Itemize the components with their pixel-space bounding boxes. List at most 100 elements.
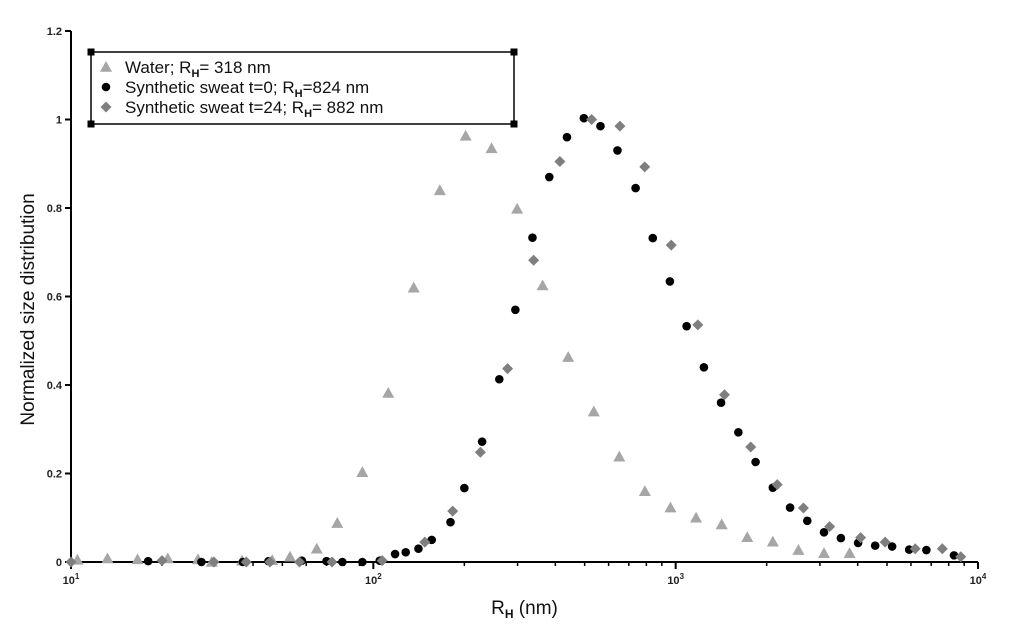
data-point bbox=[326, 556, 338, 568]
data-point bbox=[665, 239, 677, 251]
x-tick-label: 102 bbox=[365, 572, 382, 587]
data-point bbox=[690, 511, 703, 523]
legend-label: Synthetic sweat t=0; RH=824 nm bbox=[125, 78, 369, 100]
data-point bbox=[477, 437, 487, 446]
data-point bbox=[586, 114, 598, 125]
data-point bbox=[446, 517, 455, 527]
data-point bbox=[208, 556, 220, 568]
data-point bbox=[692, 319, 704, 331]
legend-marker bbox=[100, 101, 112, 113]
data-point bbox=[715, 518, 728, 530]
data-point bbox=[909, 543, 921, 555]
data-point bbox=[197, 557, 206, 567]
x-axis-title: RH (nm) bbox=[491, 598, 558, 621]
data-point bbox=[922, 545, 931, 555]
data-point bbox=[614, 120, 626, 132]
data-point bbox=[639, 161, 651, 173]
series-1 bbox=[143, 113, 959, 567]
data-point bbox=[401, 547, 411, 557]
data-point bbox=[447, 505, 459, 517]
data-point bbox=[596, 121, 605, 131]
data-point bbox=[682, 321, 691, 331]
data-point bbox=[240, 556, 252, 568]
data-point bbox=[407, 281, 420, 293]
data-point bbox=[716, 398, 726, 408]
data-point bbox=[579, 113, 589, 123]
data-point bbox=[264, 556, 276, 568]
data-point bbox=[664, 501, 677, 513]
data-point bbox=[485, 142, 498, 154]
data-point bbox=[785, 503, 795, 512]
data-point bbox=[338, 557, 347, 567]
data-point bbox=[766, 535, 779, 547]
data-point bbox=[545, 172, 554, 182]
data-point bbox=[824, 521, 836, 533]
data-point bbox=[819, 528, 829, 537]
data-point bbox=[156, 555, 168, 567]
data-point bbox=[131, 553, 144, 565]
data-point bbox=[631, 183, 640, 193]
legend-label: Water; RH= 318 nm bbox=[125, 58, 271, 80]
data-point bbox=[294, 556, 306, 568]
data-point bbox=[310, 542, 323, 554]
y-tick-label: 0 bbox=[56, 557, 62, 569]
data-point bbox=[331, 517, 344, 528]
y-tick-label: 0.6 bbox=[47, 292, 62, 304]
data-point bbox=[474, 446, 486, 458]
data-point bbox=[356, 466, 369, 477]
data-point bbox=[638, 485, 651, 496]
data-point bbox=[511, 202, 524, 214]
data-point bbox=[502, 363, 514, 375]
y-tick-label: 1 bbox=[56, 115, 62, 127]
x-tick-label: 101 bbox=[63, 572, 80, 587]
data-point bbox=[433, 184, 446, 196]
legend-handle bbox=[510, 48, 518, 56]
data-point bbox=[745, 441, 757, 453]
legend-marker bbox=[101, 82, 111, 92]
x-tick-label: 103 bbox=[667, 572, 684, 587]
data-point bbox=[536, 279, 549, 291]
data-point bbox=[818, 547, 831, 558]
data-point bbox=[613, 450, 626, 462]
data-point bbox=[528, 233, 537, 242]
y-tick-label: 0.2 bbox=[47, 469, 62, 481]
data-point bbox=[955, 551, 967, 563]
data-point bbox=[382, 386, 395, 398]
data-point bbox=[665, 277, 675, 286]
data-point bbox=[836, 533, 846, 543]
data-point bbox=[936, 543, 948, 555]
legend-label: Synthetic sweat t=24; RH= 882 nm bbox=[125, 98, 383, 120]
legend-box bbox=[90, 51, 515, 125]
data-point bbox=[699, 363, 709, 372]
data-point bbox=[587, 405, 600, 417]
y-axis-title: Normalized size distribution bbox=[18, 193, 39, 425]
data-point bbox=[771, 479, 783, 491]
series-0 bbox=[71, 129, 856, 567]
data-points bbox=[65, 113, 967, 568]
legend-handle bbox=[510, 120, 518, 128]
y-tick-label: 1.2 bbox=[47, 26, 62, 38]
data-point bbox=[797, 502, 809, 514]
data-point bbox=[414, 544, 423, 554]
data-point bbox=[528, 254, 540, 266]
y-tick-label: 0.4 bbox=[47, 380, 63, 392]
data-point bbox=[802, 516, 812, 526]
legend-marker bbox=[100, 61, 112, 72]
data-point bbox=[460, 483, 469, 493]
data-point bbox=[101, 552, 114, 564]
data-point bbox=[554, 156, 566, 168]
data-point bbox=[358, 557, 367, 567]
data-point bbox=[879, 536, 891, 548]
data-point bbox=[494, 374, 504, 384]
data-point bbox=[65, 556, 77, 568]
data-point bbox=[419, 536, 431, 548]
data-point bbox=[870, 541, 880, 550]
data-point bbox=[741, 531, 754, 543]
x-tick-label: 104 bbox=[970, 572, 987, 587]
data-point bbox=[376, 555, 388, 567]
data-point bbox=[792, 544, 805, 555]
data-point bbox=[283, 550, 296, 562]
legend-handle bbox=[87, 120, 95, 128]
data-point bbox=[751, 457, 760, 467]
